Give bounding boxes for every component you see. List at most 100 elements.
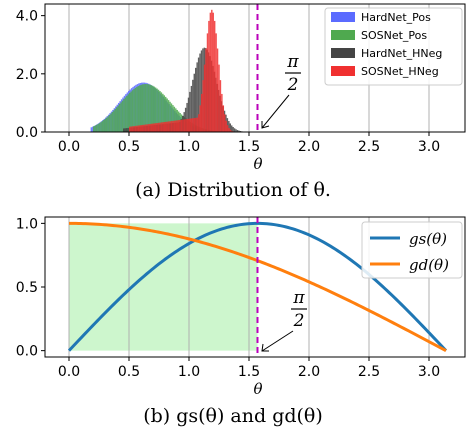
histogram-bar <box>183 119 186 132</box>
histogram-bar <box>129 126 131 132</box>
histogram-bar <box>133 126 135 132</box>
histogram-bar <box>232 127 234 132</box>
histogram-bar <box>156 88 158 132</box>
curve-annotation-arrowhead <box>261 343 269 352</box>
curve-y-tick-label: 0.0 <box>16 344 38 360</box>
histogram-bar <box>146 124 148 132</box>
histogram-bar <box>187 97 190 132</box>
histogram-bar <box>92 126 94 132</box>
histogram-bar <box>100 122 102 132</box>
histogram-bar <box>98 123 101 132</box>
curve-x-tick-label: 1.0 <box>178 364 200 380</box>
histogram-bar <box>147 84 150 132</box>
legend-label-hardnet-pos: HardNet_Pos <box>361 11 431 24</box>
histogram-bar <box>124 97 127 132</box>
histogram-bar <box>93 126 95 132</box>
histogram-bar <box>199 105 201 132</box>
histogram-bar <box>172 120 174 132</box>
histogram-bar <box>127 94 129 132</box>
histogram-bar <box>90 127 93 132</box>
legend-swatch-sosnet-pos <box>331 30 355 40</box>
histogram-y-tick-label: 2.0 <box>16 67 38 83</box>
histogram-bar <box>134 125 137 132</box>
histogram-bar <box>150 123 153 132</box>
histogram-bar <box>182 119 184 132</box>
histogram-bar <box>149 123 151 132</box>
legend-swatch-hardnet-hneg <box>331 48 355 58</box>
histogram-bar <box>134 87 137 132</box>
histogram-bar <box>211 9 213 132</box>
histogram-bar <box>121 100 124 132</box>
histogram-bar <box>104 118 106 132</box>
histogram-x-label: θ <box>253 155 262 173</box>
histogram-panel: 0.0 0.5 1.0 1.5 2.0 2.5 3.0 0.0 2.0 4.0 θ π 2 Har… <box>16 3 466 201</box>
histogram-bar <box>175 108 177 132</box>
histogram-bar <box>105 117 108 132</box>
histogram-bar <box>111 112 114 132</box>
histogram-bar <box>163 122 165 132</box>
histogram-bar <box>146 84 148 132</box>
histogram-bar <box>200 50 203 132</box>
histogram-bars <box>90 9 246 133</box>
histogram-bar <box>95 124 98 132</box>
histogram-bar <box>167 121 170 132</box>
histogram-bar <box>225 120 227 132</box>
histogram-bar <box>179 119 181 132</box>
histogram-bar <box>147 124 150 132</box>
legend-label-sosnet-pos: SOSNet_Pos <box>361 29 427 42</box>
histogram-bar <box>231 125 233 132</box>
curve-y-tick-label: 0.5 <box>16 280 38 296</box>
histogram-bar <box>196 117 199 132</box>
gs-curve <box>67 221 448 352</box>
histogram-bar <box>97 124 99 132</box>
histogram-annotation-arrow <box>261 94 290 129</box>
histogram-bar <box>229 129 232 132</box>
histogram-legend: HardNet_Pos SOSNet_Pos HardNet_HNeg SOSN… <box>324 7 463 86</box>
histogram-bar <box>160 92 163 132</box>
histogram-legend-box <box>324 7 463 86</box>
histogram-bar <box>212 12 214 133</box>
histogram-bar <box>233 128 236 132</box>
histogram-bar <box>120 102 122 132</box>
histogram-bar <box>126 95 128 132</box>
histogram-ticks: 0.0 0.5 1.0 1.5 2.0 2.5 3.0 0.0 2.0 4.0 <box>16 9 440 155</box>
histogram-bar <box>185 119 187 132</box>
histogram-x-tick-label: 3.0 <box>418 139 440 155</box>
histogram-bar <box>114 108 117 132</box>
histogram-bar <box>180 119 183 132</box>
histogram-bar <box>116 107 118 132</box>
histogram-bar <box>175 120 177 132</box>
histogram-bar <box>130 126 132 132</box>
histogram-bar <box>166 98 168 132</box>
histogram-bar <box>124 128 126 132</box>
histogram-bar <box>226 118 229 132</box>
histogram-pi-half-annotation: π 2 <box>261 52 301 129</box>
histogram-bar <box>189 118 191 132</box>
histogram-bar <box>162 93 164 132</box>
curve-x-label: θ <box>253 380 262 398</box>
histogram-bar <box>156 123 158 132</box>
histogram-bar <box>228 128 230 132</box>
histogram-bar <box>94 125 96 132</box>
histogram-annotation-numerator: π <box>286 52 299 72</box>
histogram-bar <box>188 118 190 132</box>
histogram-bar <box>141 124 144 132</box>
shaded-region <box>69 223 258 351</box>
histogram-bar <box>131 126 134 132</box>
histogram-bar <box>107 116 109 132</box>
legend-label-gd: gd(θ) <box>409 256 449 274</box>
histogram-bar <box>203 64 206 132</box>
histogram-bar <box>215 33 217 132</box>
histogram-bar <box>192 79 194 132</box>
histogram-bar <box>213 20 216 132</box>
histogram-bar <box>193 73 195 132</box>
histogram-bar <box>206 33 209 132</box>
histogram-bar <box>226 125 229 132</box>
histogram-bar <box>190 85 193 132</box>
histogram-x-tick-label: 2.5 <box>358 139 380 155</box>
histogram-bar <box>139 85 141 132</box>
histogram-bar <box>192 118 194 132</box>
histogram-bar <box>193 118 196 132</box>
histogram-bar <box>170 103 173 132</box>
histogram-bar <box>169 121 171 132</box>
